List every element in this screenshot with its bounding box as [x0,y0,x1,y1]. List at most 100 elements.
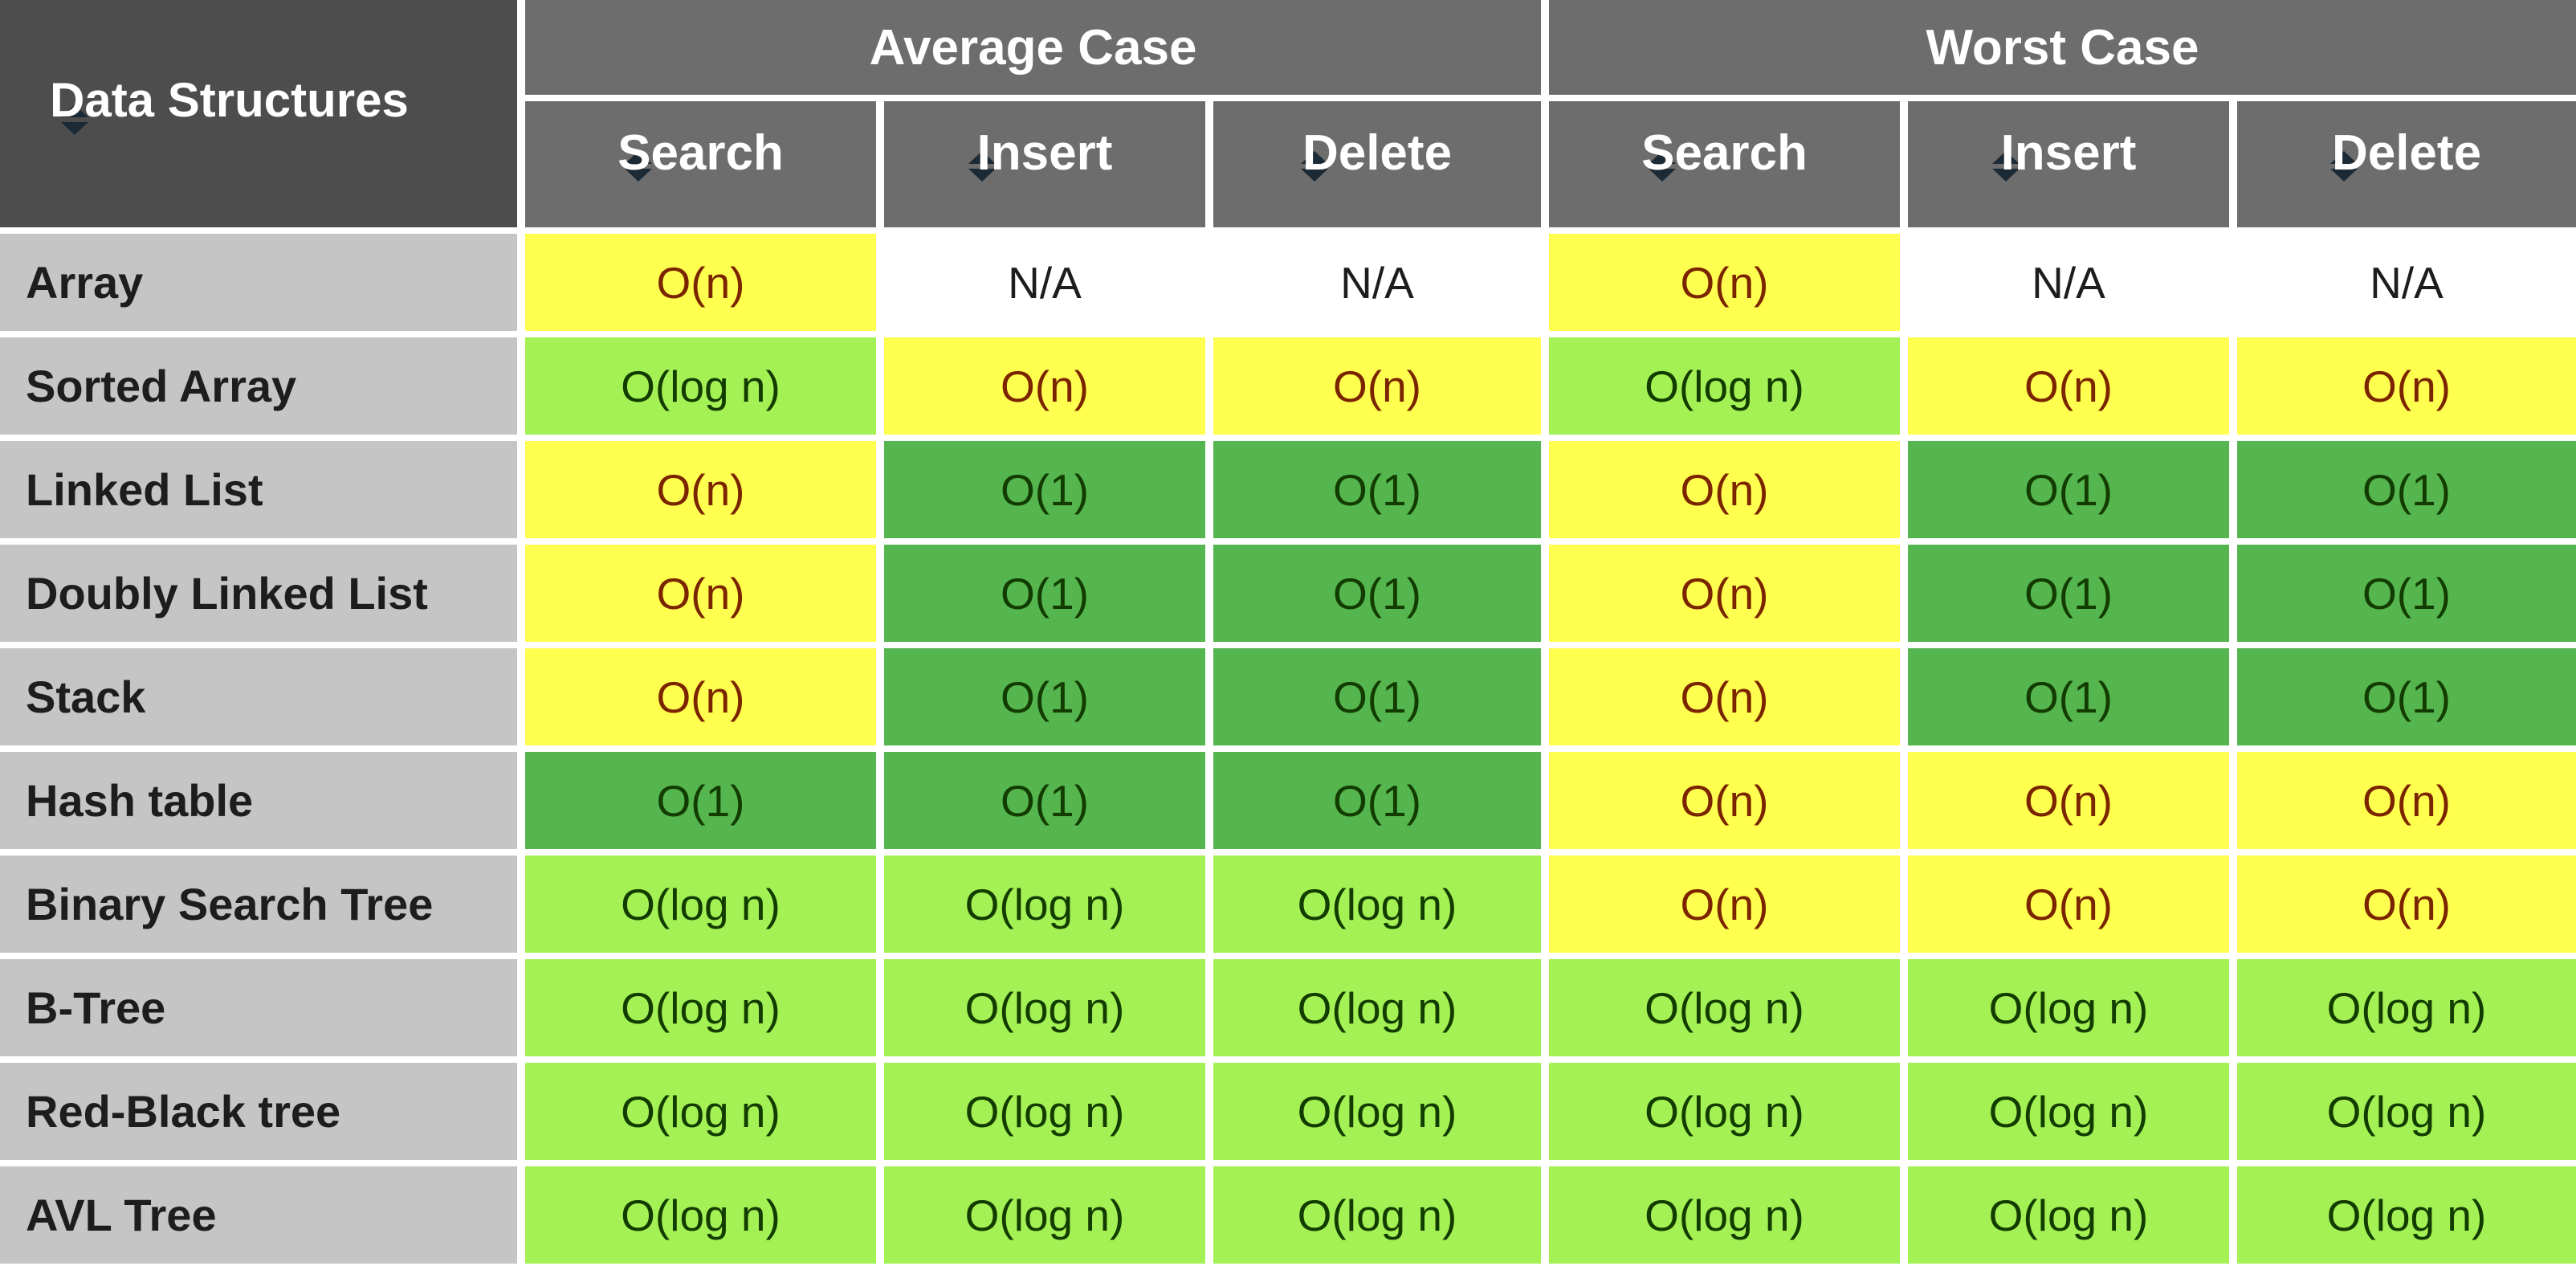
row-label-hash-table: Hash table [0,752,517,849]
row-label-text: Stack [26,672,146,722]
complexity-cell: O(n) [2237,337,2576,435]
complexity-value: N/A [2370,257,2444,308]
column-header-search-worst[interactable]: Search [1549,101,1900,227]
complexity-value: O(log n) [1645,361,1804,411]
column-header-search-average[interactable]: Search [525,101,876,227]
complexity-cell: N/A [884,234,1205,331]
complexity-value: O(1) [2024,464,2113,515]
complexity-cell: O(1) [1213,648,1541,745]
column-header-insert-worst[interactable]: Insert [1908,101,2229,227]
complexity-value: O(log n) [964,1086,1125,1137]
sort-icon [624,151,652,182]
row-label-stack: Stack [0,648,517,745]
complexity-cell: O(log n) [1549,337,1900,435]
complexity-cell: O(log n) [1549,1166,1900,1264]
complexity-cell: O(log n) [525,1166,876,1264]
row-label-text: Sorted Array [26,361,297,411]
column-header-delete-average[interactable]: Delete [1213,101,1541,227]
complexity-cell: O(log n) [1908,1063,2229,1160]
row-label-text: Doubly Linked List [26,568,428,619]
complexity-value: O(log n) [1297,1190,1457,1240]
complexity-cell: O(log n) [2237,959,2576,1056]
complexity-value: O(log n) [1297,1086,1457,1137]
column-header-delete-worst[interactable]: Delete [2237,101,2576,227]
complexity-cell: O(log n) [884,1166,1205,1264]
complexity-cell: O(log n) [1213,856,1541,953]
group-header-worst-case: Worst Case [1549,0,2576,95]
complexity-value: O(n) [1680,775,1769,826]
complexity-cell: O(1) [1213,752,1541,849]
complexity-value: O(1) [1333,464,1421,515]
complexity-value: O(1) [1001,775,1089,826]
complexity-cell: O(log n) [2237,1166,2576,1264]
complexity-cell: O(n) [1549,648,1900,745]
complexity-cell: O(n) [525,545,876,642]
column-header-label: Insert [2000,125,2137,181]
complexity-cell: O(n) [1549,441,1900,538]
complexity-cell: O(n) [1549,234,1900,331]
complexity-cell: O(1) [1908,545,2229,642]
complexity-value: N/A [1340,257,1414,308]
row-label-text: Array [26,257,144,308]
complexity-cell: O(n) [884,337,1205,435]
complexity-value: O(log n) [964,879,1125,929]
complexity-value: O(n) [1680,568,1769,619]
complexity-value: O(1) [1333,672,1421,722]
complexity-value: O(n) [2024,361,2113,411]
complexity-cell: O(log n) [525,856,876,953]
complexity-cell: O(1) [2237,545,2576,642]
complexity-cell: O(log n) [884,1063,1205,1160]
complexity-cell: O(1) [1908,648,2229,745]
complexity-cell: O(log n) [525,337,876,435]
complexity-value: O(n) [1333,361,1421,411]
complexity-cell: O(n) [1908,752,2229,849]
complexity-value: O(log n) [1645,1190,1804,1240]
complexity-cell: O(1) [884,648,1205,745]
complexity-cell: O(n) [2237,856,2576,953]
complexity-value: O(1) [1333,775,1421,826]
complexity-value: O(n) [1680,464,1769,515]
row-label-avl-tree: AVL Tree [0,1166,517,1264]
complexity-cell: O(n) [1908,337,2229,435]
complexity-value: O(log n) [2326,982,2487,1033]
group-header-average-case: Average Case [525,0,1541,95]
sort-icon [1301,151,1328,182]
row-label-text: Red-Black tree [26,1086,341,1137]
complexity-cell: O(log n) [1549,1063,1900,1160]
complexity-value: O(n) [656,568,745,619]
complexity-value: O(log n) [2326,1190,2487,1240]
complexity-cell: N/A [1213,234,1541,331]
data-structures-header-label: Data Structures [50,73,409,127]
complexity-value: O(log n) [1988,1086,2149,1137]
complexity-value: O(log n) [1297,982,1457,1033]
complexity-value: O(n) [2362,361,2451,411]
complexity-cell: O(1) [884,545,1205,642]
column-header-data-structures[interactable]: Data Structures [0,0,517,227]
complexity-cell: O(n) [1549,856,1900,953]
sort-icon [1992,151,2020,182]
column-header-label: Delete [2331,125,2482,181]
complexity-value: O(1) [2362,464,2451,515]
complexity-cell: O(log n) [1213,1166,1541,1264]
worst-case-label: Worst Case [1926,19,2199,76]
complexity-value: N/A [1008,257,1082,308]
complexity-value: O(log n) [1988,982,2149,1033]
complexity-cell: O(n) [1213,337,1541,435]
complexity-cell: O(n) [525,648,876,745]
complexity-value: O(log n) [1988,1190,2149,1240]
column-header-insert-average[interactable]: Insert [884,101,1205,227]
complexity-value: O(n) [1680,672,1769,722]
column-header-label: Search [1641,125,1808,181]
complexity-value: O(log n) [1297,879,1457,929]
row-label-sorted-array: Sorted Array [0,337,517,435]
row-label-text: Linked List [26,464,263,515]
complexity-value: O(log n) [1645,1086,1804,1137]
row-label-b-tree: B-Tree [0,959,517,1056]
complexity-value: O(1) [2024,568,2113,619]
complexity-cell: O(log n) [1549,959,1900,1056]
complexity-cell: O(log n) [884,959,1205,1056]
complexity-value: O(n) [1680,879,1769,929]
sort-icon [1648,151,1676,182]
